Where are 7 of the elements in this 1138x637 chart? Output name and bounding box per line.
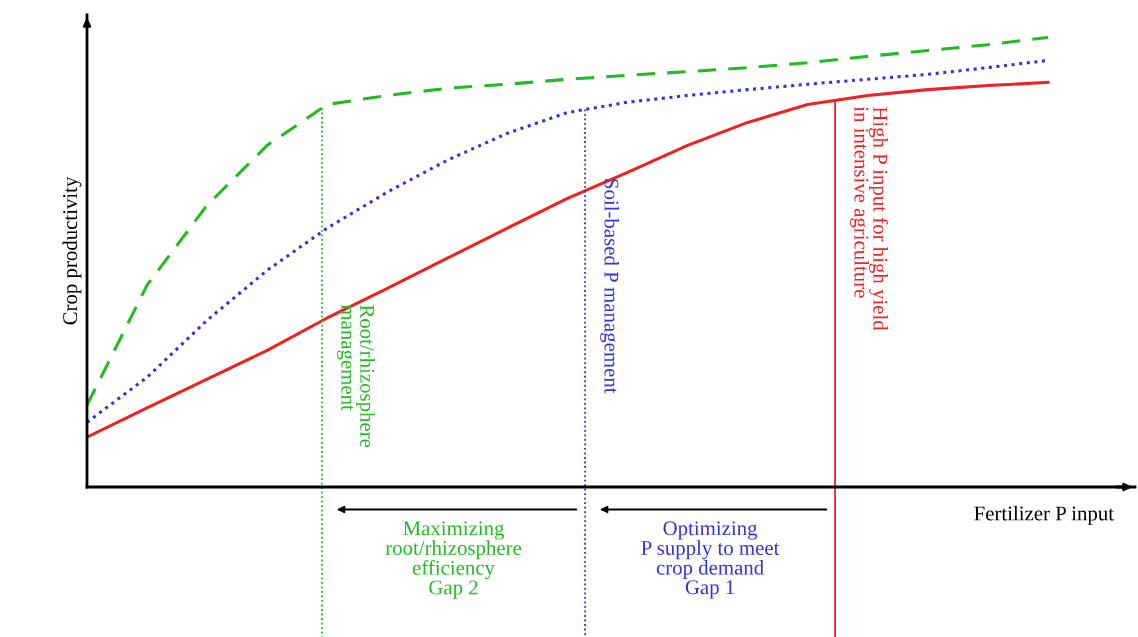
text: Maximizing root/rhizosphere efficiency Gap 2 bbox=[385, 521, 522, 599]
x-axis-title: Fertilizer P input bbox=[974, 505, 1114, 525]
annotation: Soil-based P management bbox=[600, 179, 620, 394]
y-axis-title: Crop productivity bbox=[62, 176, 82, 325]
annotation: High P input for high yield in intensive agriculture bbox=[850, 106, 889, 331]
annotation: Root/rhizosphere management bbox=[336, 304, 375, 448]
text: Optimizing P supply to meet crop demand Gap 1 bbox=[641, 521, 780, 599]
